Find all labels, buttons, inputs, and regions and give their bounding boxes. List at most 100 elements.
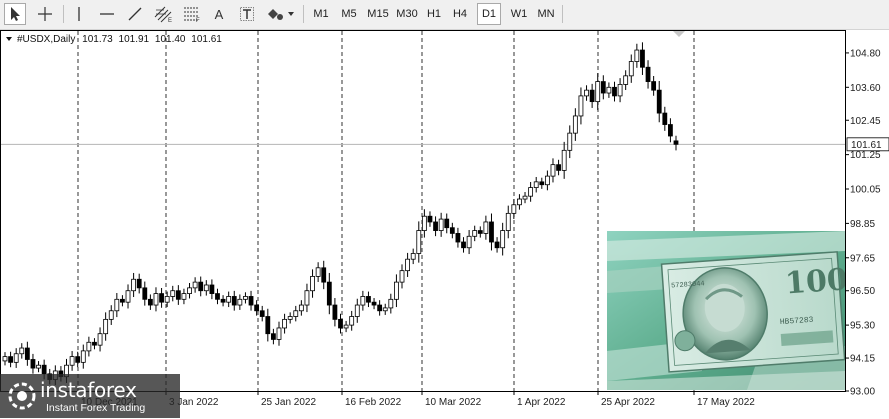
text-label-icon bbox=[240, 7, 254, 21]
candle-body bbox=[215, 293, 220, 300]
candlestick bbox=[656, 80, 662, 123]
candle-body bbox=[517, 198, 522, 206]
candlestick bbox=[153, 287, 159, 312]
candlestick bbox=[321, 260, 327, 290]
candle-body bbox=[282, 318, 287, 329]
horizontal-line-tool-button[interactable] bbox=[96, 3, 118, 25]
candlestick bbox=[187, 282, 192, 299]
candlestick bbox=[500, 222, 506, 256]
crosshair-tool-button[interactable] bbox=[33, 3, 57, 25]
candle-body bbox=[13, 353, 19, 363]
equidistant-channel-tool-button[interactable]: E bbox=[152, 3, 176, 25]
text-icon: A bbox=[214, 6, 224, 22]
candle-body bbox=[36, 364, 41, 369]
time-tick-label: 10 Mar 2022 bbox=[425, 397, 482, 408]
candle-body bbox=[147, 298, 153, 306]
candlestick bbox=[215, 288, 220, 305]
candlestick bbox=[220, 295, 226, 307]
candle-body bbox=[41, 364, 47, 375]
instaforex-logo-icon bbox=[8, 382, 36, 410]
candle-body bbox=[92, 341, 97, 346]
candle-body bbox=[500, 230, 506, 249]
candlestick bbox=[75, 351, 81, 368]
candle-body bbox=[343, 324, 349, 329]
trendline-tool-button[interactable] bbox=[124, 3, 146, 25]
timeframe-m1-button[interactable]: M1 bbox=[313, 8, 329, 20]
timeframe-m15-button[interactable]: M15 bbox=[367, 8, 389, 20]
shapes-dropdown-button[interactable] bbox=[264, 3, 298, 25]
candle-body bbox=[421, 215, 427, 231]
candlestick bbox=[517, 194, 522, 210]
candle-body bbox=[298, 304, 304, 312]
candle-body bbox=[477, 230, 483, 234]
candle-body bbox=[203, 284, 209, 292]
timeframe-h1-button[interactable]: H1 bbox=[426, 8, 442, 20]
candle-body bbox=[159, 293, 164, 303]
candle-body bbox=[354, 304, 360, 317]
candle-body bbox=[399, 270, 405, 283]
candlestick bbox=[354, 298, 360, 323]
time-tick-label: 1 Apr 2022 bbox=[517, 397, 566, 408]
candlestick bbox=[282, 313, 287, 334]
text-label-tool-button[interactable] bbox=[236, 3, 258, 25]
candlestick bbox=[265, 308, 271, 342]
cursor-tool-button[interactable] bbox=[4, 3, 26, 25]
candlestick bbox=[371, 298, 377, 310]
candlestick bbox=[595, 73, 601, 111]
candlestick bbox=[662, 106, 668, 131]
candlestick bbox=[114, 293, 120, 318]
chart-shift-marker-icon[interactable] bbox=[673, 31, 685, 37]
candlestick bbox=[86, 336, 92, 357]
symbol-menu-triangle-icon[interactable] bbox=[6, 37, 12, 41]
candlestick bbox=[125, 284, 131, 309]
candlestick bbox=[103, 312, 109, 341]
candle-body bbox=[589, 89, 595, 103]
candle-body bbox=[237, 298, 243, 306]
fibonacci-icon: F bbox=[184, 7, 200, 23]
toolbar-separator bbox=[63, 5, 64, 23]
svg-text:E: E bbox=[168, 18, 172, 23]
timeframe-mn-button[interactable]: MN bbox=[537, 8, 555, 20]
candlestick bbox=[444, 213, 450, 234]
candlestick bbox=[209, 279, 215, 300]
candle-body bbox=[377, 304, 383, 312]
candle-body bbox=[668, 124, 673, 137]
candlestick bbox=[505, 205, 511, 239]
price-chart[interactable]: 104.80 103.60 102.45 101.25 100.05 98.85 97.65… bbox=[0, 30, 889, 419]
candlestick bbox=[13, 348, 19, 368]
candle-body bbox=[75, 356, 81, 363]
candle-body bbox=[19, 347, 25, 355]
timeframe-d1-button[interactable]: D1 bbox=[477, 3, 501, 25]
candlestick bbox=[231, 290, 237, 311]
candlestick bbox=[192, 277, 198, 293]
price-tick-label: 94.15 bbox=[850, 354, 875, 365]
text-tool-button[interactable]: A bbox=[208, 3, 230, 25]
price-tick-label: 95.30 bbox=[850, 321, 875, 332]
candlestick bbox=[427, 211, 433, 227]
fibonacci-tool-button[interactable]: F bbox=[180, 3, 204, 25]
candlestick bbox=[455, 227, 461, 248]
candle-body bbox=[265, 316, 271, 335]
candle-body bbox=[131, 278, 137, 292]
candle-body bbox=[640, 49, 645, 68]
candlestick bbox=[567, 125, 573, 159]
candlestick bbox=[522, 192, 528, 204]
candle-body bbox=[287, 316, 293, 320]
timeframe-h4-button[interactable]: H4 bbox=[452, 8, 468, 20]
candlestick bbox=[600, 75, 606, 100]
timeframe-m30-button[interactable]: M30 bbox=[396, 8, 418, 20]
vertical-line-tool-button[interactable] bbox=[68, 3, 90, 25]
candlestick bbox=[449, 222, 455, 239]
candlestick bbox=[640, 42, 645, 75]
candlestick bbox=[226, 291, 232, 308]
candle-body bbox=[628, 61, 634, 77]
price-axis: 104.80 103.60 102.45 101.25 100.05 98.85 97.65… bbox=[845, 48, 881, 398]
candlestick bbox=[8, 351, 13, 368]
candle-body bbox=[584, 89, 589, 97]
candlestick bbox=[572, 108, 578, 141]
timeframe-m5-button[interactable]: M5 bbox=[341, 8, 357, 20]
candlestick bbox=[343, 320, 349, 333]
candle-body bbox=[528, 187, 534, 197]
timeframe-w1-button[interactable]: W1 bbox=[510, 8, 528, 20]
candle-body bbox=[114, 298, 120, 312]
